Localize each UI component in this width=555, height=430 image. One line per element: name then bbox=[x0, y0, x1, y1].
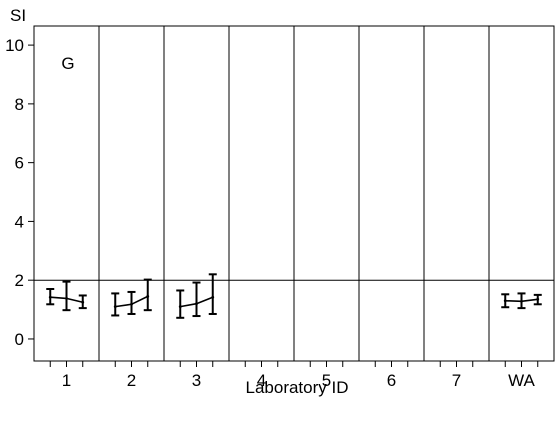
panel-dividers bbox=[34, 26, 554, 361]
x-tick-label: 6 bbox=[387, 371, 396, 390]
data-point bbox=[211, 295, 215, 299]
data-point bbox=[113, 305, 117, 309]
y-tick-label: 0 bbox=[15, 330, 24, 349]
data-point bbox=[536, 297, 540, 301]
x-tick-label: 2 bbox=[127, 371, 136, 390]
data-series bbox=[46, 273, 542, 319]
x-axis-label: Laboratory ID bbox=[246, 378, 349, 397]
y-tick-label: 6 bbox=[15, 154, 24, 173]
x-tick-label: 7 bbox=[452, 371, 461, 390]
data-point bbox=[195, 302, 198, 306]
y-axis: 0 2 4 6 8 10 bbox=[5, 36, 34, 349]
y-tick-label: 10 bbox=[5, 36, 24, 55]
y-tick-label: 8 bbox=[15, 95, 24, 114]
y-tick-label: 4 bbox=[15, 212, 24, 231]
data-point bbox=[48, 295, 52, 299]
data-point bbox=[178, 305, 182, 309]
data-point bbox=[130, 302, 133, 306]
x-tick-label: 3 bbox=[192, 371, 201, 390]
data-point bbox=[520, 299, 523, 303]
data-point bbox=[65, 297, 68, 300]
data-point bbox=[146, 294, 150, 298]
panel-label: G bbox=[61, 54, 74, 73]
x-tick-label: 4 bbox=[257, 371, 266, 390]
y-tick-label: 2 bbox=[15, 271, 24, 290]
y-axis-label: SI bbox=[10, 6, 26, 25]
x-tick-label: 1 bbox=[62, 371, 71, 390]
x-tick-label: WA bbox=[508, 371, 535, 390]
data-point bbox=[503, 299, 507, 303]
data-point bbox=[81, 300, 85, 304]
x-tick-label: 5 bbox=[322, 371, 331, 390]
x-axis: 1 2 3 4 5 6 7 WA bbox=[49, 361, 539, 390]
